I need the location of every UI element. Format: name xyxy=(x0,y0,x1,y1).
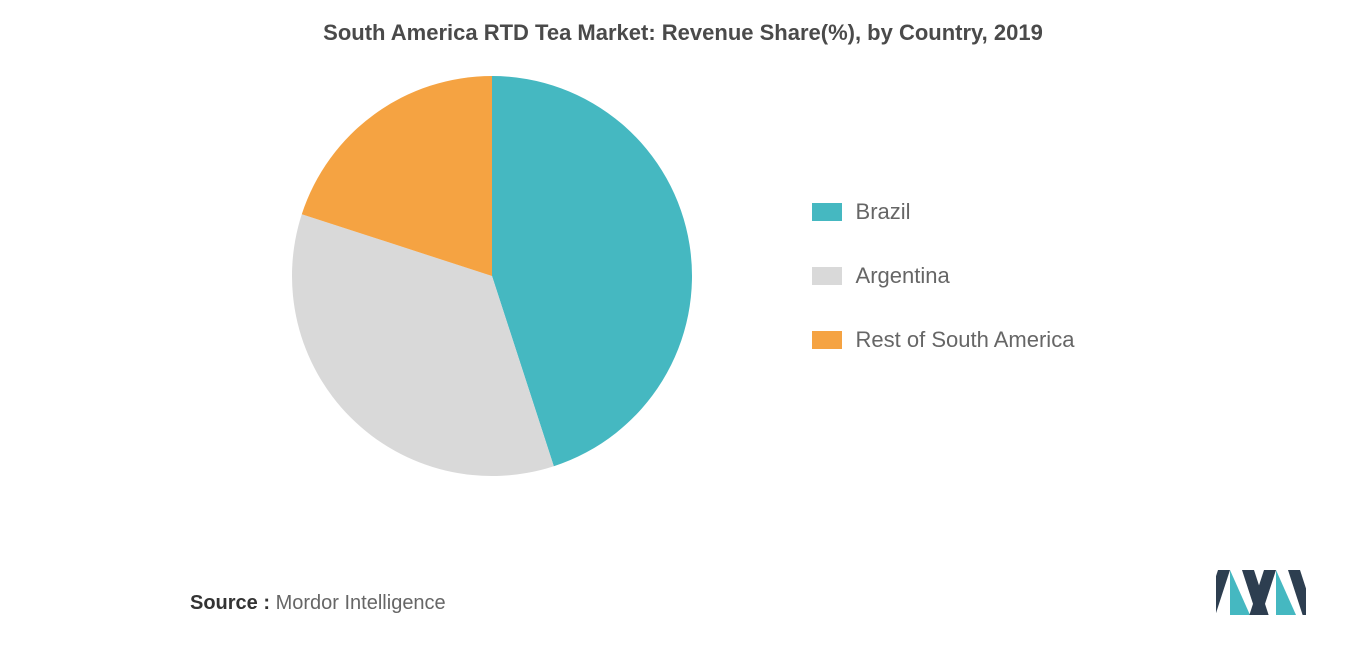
legend-swatch xyxy=(812,331,842,349)
chart-container: South America RTD Tea Market: Revenue Sh… xyxy=(0,0,1366,655)
legend-item: Brazil xyxy=(812,199,1075,225)
source-attribution: Source : Mordor Intelligence xyxy=(190,592,446,615)
legend-swatch xyxy=(812,267,842,285)
legend-label: Rest of South America xyxy=(856,327,1075,353)
legend-label: Argentina xyxy=(856,263,950,289)
legend: Brazil Argentina Rest of South America xyxy=(812,199,1075,353)
legend-item: Argentina xyxy=(812,263,1075,289)
legend-swatch xyxy=(812,203,842,221)
source-text: Mordor Intelligence xyxy=(276,592,446,614)
legend-label: Brazil xyxy=(856,199,911,225)
mordor-logo-icon xyxy=(1216,565,1306,625)
chart-row: Brazil Argentina Rest of South America xyxy=(0,76,1366,476)
source-label: Source : xyxy=(190,592,270,614)
chart-title: South America RTD Tea Market: Revenue Sh… xyxy=(0,0,1366,46)
legend-item: Rest of South America xyxy=(812,327,1075,353)
pie-chart xyxy=(292,76,692,476)
